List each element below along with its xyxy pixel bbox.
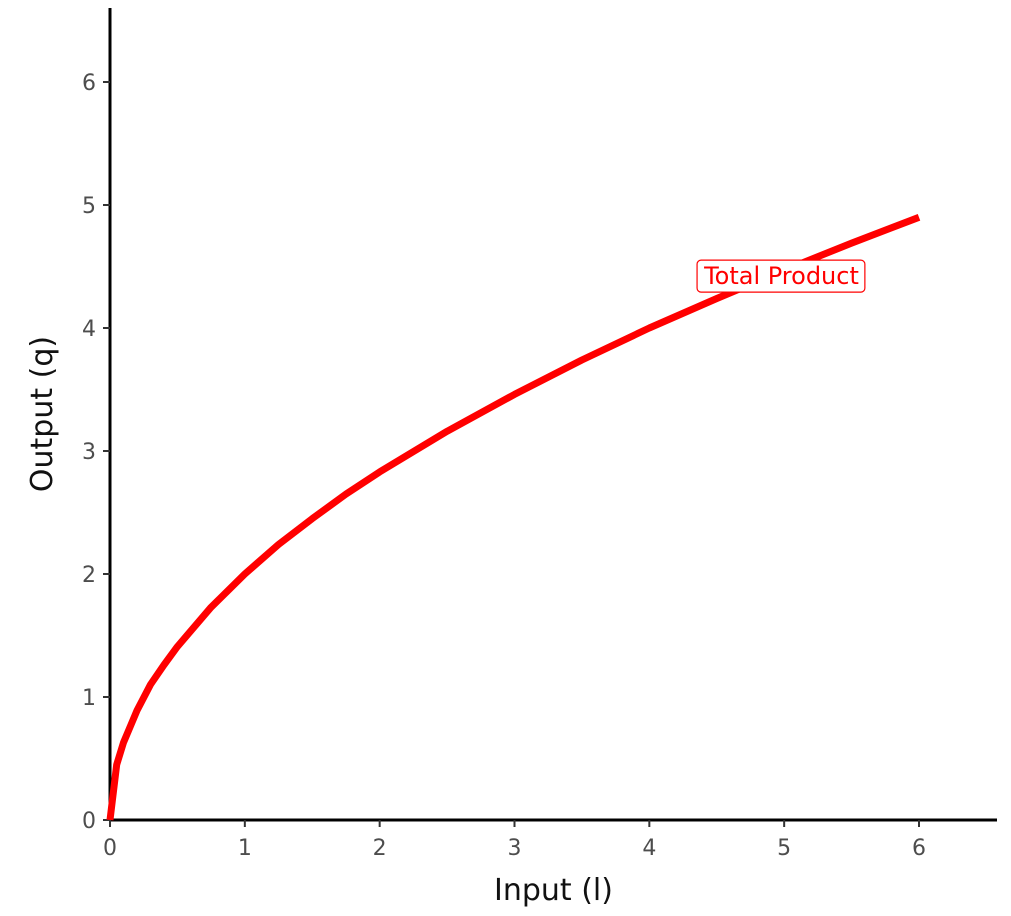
x-ticks: 0 1 2 3 4 5 6 [103, 820, 926, 861]
x-tick-label: 2 [373, 836, 387, 861]
x-tick-label: 4 [642, 836, 656, 861]
axes [110, 8, 997, 820]
y-tick-label: 4 [82, 317, 96, 342]
y-tick-label: 3 [82, 440, 96, 465]
y-tick-label: 6 [82, 71, 96, 96]
series-layer [110, 217, 919, 820]
labels-layer: Total Product [697, 260, 865, 292]
series-label-text: Total Product [703, 262, 859, 290]
x-tick-label: 3 [508, 836, 522, 861]
y-tick-label: 5 [82, 194, 96, 219]
y-tick-label: 2 [82, 563, 96, 588]
x-axis-title: Input (l) [494, 873, 613, 908]
x-tick-label: 0 [103, 836, 117, 861]
x-tick-label: 5 [777, 836, 791, 861]
x-tick-label: 6 [912, 836, 926, 861]
y-tick-label: 1 [82, 686, 96, 711]
x-tick-label: 1 [238, 836, 252, 861]
y-ticks: 0 1 2 3 4 5 6 [82, 71, 110, 834]
y-axis-title: Output (q) [25, 336, 60, 492]
series-line-total-product [110, 217, 919, 820]
y-tick-label: 0 [82, 809, 96, 834]
